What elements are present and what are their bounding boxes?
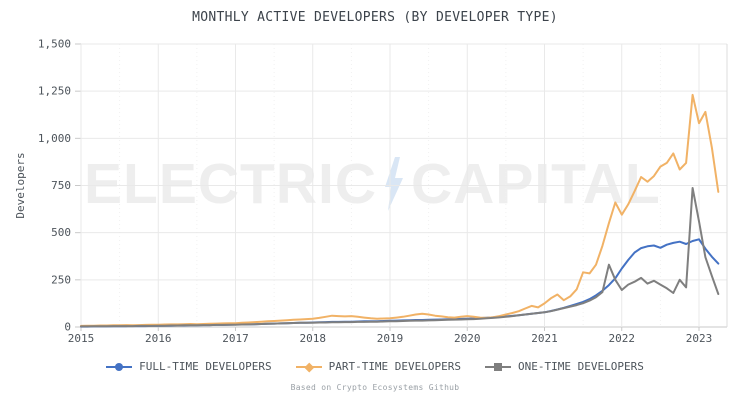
svg-text:2019: 2019	[377, 332, 404, 345]
svg-text:1,500: 1,500	[38, 38, 71, 51]
part-time-legend-marker	[295, 362, 322, 372]
svg-text:1,250: 1,250	[38, 85, 71, 98]
chart-title: MONTHLY ACTIVE DEVELOPERS (BY DEVELOPER …	[192, 10, 558, 25]
legend-item-part-time[interactable]: PART-TIME DEVELOPERS	[295, 360, 462, 373]
svg-text:2017: 2017	[222, 332, 249, 345]
svg-text:2015: 2015	[68, 332, 95, 345]
svg-text:2023: 2023	[686, 332, 713, 345]
source-caption: Based on Crypto Ecosystems Github	[290, 383, 460, 392]
full-time-legend-marker	[106, 362, 133, 372]
legend-item-full-time[interactable]: FULL-TIME DEVELOPERS	[106, 360, 272, 373]
watermark-text-capital: CAPITAL	[411, 152, 661, 216]
electric-capital-watermark: ELECTRIC CAPITAL	[84, 151, 661, 217]
svg-text:Developers: Developers	[14, 152, 27, 218]
svg-text:750: 750	[51, 179, 71, 192]
svg-text:2020: 2020	[454, 332, 481, 345]
one-time-legend-label: ONE-TIME DEVELOPERS	[518, 360, 644, 373]
svg-text:2021: 2021	[531, 332, 558, 345]
svg-text:250: 250	[51, 273, 71, 286]
watermark-text-electric: ELECTRIC	[84, 152, 377, 216]
svg-text:1,000: 1,000	[38, 132, 71, 145]
svg-text:2022: 2022	[609, 332, 636, 345]
svg-text:0: 0	[64, 321, 71, 334]
one-time-legend-marker	[485, 362, 512, 372]
part-time-legend-label: PART-TIME DEVELOPERS	[328, 360, 462, 373]
full-time-legend-label: FULL-TIME DEVELOPERS	[139, 360, 272, 373]
svg-text:2016: 2016	[145, 332, 172, 345]
svg-text:500: 500	[51, 226, 71, 239]
legend-item-one-time[interactable]: ONE-TIME DEVELOPERS	[485, 360, 644, 373]
svg-text:2018: 2018	[300, 332, 327, 345]
lightning-bolt-icon	[385, 157, 403, 211]
legend: FULL-TIME DEVELOPERS PART-TIME DEVELOPER…	[0, 360, 750, 373]
